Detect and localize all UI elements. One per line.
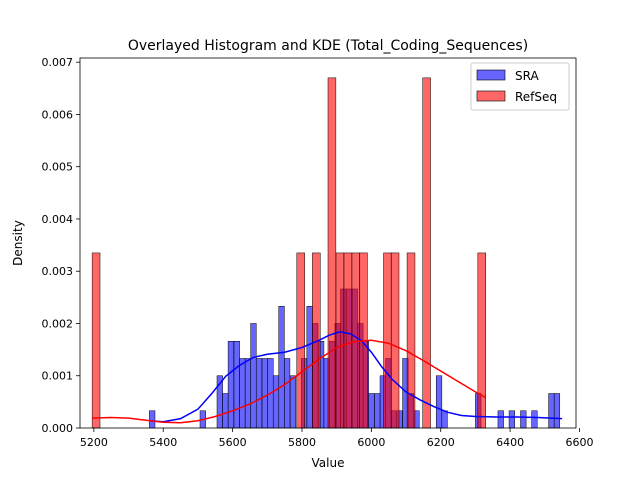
x-tick-label: 6600 [565,436,593,449]
refseq-bar [343,252,353,429]
y-tick-label: 0.005 [42,161,74,174]
y-tick-label: 0.002 [42,317,74,330]
x-tick-label: 6000 [357,436,385,449]
legend-label-refseq: RefSeq [515,90,557,104]
sra-bar [441,410,448,429]
x-tick-label: 5800 [288,436,316,449]
sra-bar [250,323,257,429]
refseq-bar [335,252,345,429]
sra-bar [227,340,234,429]
sra-bar [374,393,381,429]
y-axis-label: Density [11,220,25,266]
sra-bar [435,375,443,429]
sra-bar [244,358,251,429]
sra-bar [239,358,246,429]
sra-bar [508,410,515,429]
sra-bar [553,393,561,429]
y-tick-label: 0.007 [42,56,74,69]
refseq-bar [91,252,101,429]
sra-bar [497,410,504,429]
y-tick-label: 0.003 [42,265,74,278]
refseq-kde-line [92,339,487,424]
sra-kde-line [149,331,563,423]
refseq-bar [390,252,400,429]
y-tick-label: 0.006 [42,108,74,121]
legend-swatch-refseq [476,90,506,102]
x-tick-label: 5400 [149,436,177,449]
refseq-bar [296,252,305,429]
legend-swatch-sra [476,69,506,81]
refseq-bar [422,77,431,429]
x-tick-label: 6400 [496,436,524,449]
sra-bar [255,358,263,429]
sra-bar [289,375,297,429]
x-axis-ticks: 5200 5400 5600 5800 6000 6200 6400 6600 [80,428,593,449]
plot-area-frame [79,57,577,429]
x-tick-label: 6200 [427,436,455,449]
x-tick-label: 5200 [80,436,108,449]
legend: SRA RefSeq [470,62,570,111]
refseq-bar [406,252,416,429]
sra-bar [368,393,375,429]
refseq-bar [477,252,486,429]
sra-bar [284,358,291,429]
sra-bar [149,410,156,429]
sra-bar [531,410,538,429]
y-tick-label: 0.000 [42,422,74,435]
sra-bar [520,410,527,429]
sra-bar [233,340,240,429]
sra-bar [548,393,555,429]
y-tick-label: 0.001 [42,370,74,383]
refseq-bars [91,77,486,429]
chart-title: Overlayed Histogram and KDE (Total_Codin… [128,38,528,54]
y-axis-ticks: 0.000 0.001 0.002 0.003 0.004 0.005 0.006 0.007 [42,56,80,435]
sra-bar [222,393,229,429]
sra-bar [278,305,285,429]
legend-label-sra: SRA [515,69,539,83]
x-axis-label: Value [312,456,345,470]
refseq-bar [327,77,337,429]
refseq-bar [383,252,392,429]
sra-bar [272,375,280,429]
y-tick-label: 0.004 [42,213,74,226]
sra-bar [261,358,268,429]
refseq-bar [351,252,361,429]
x-tick-label: 5600 [219,436,247,449]
